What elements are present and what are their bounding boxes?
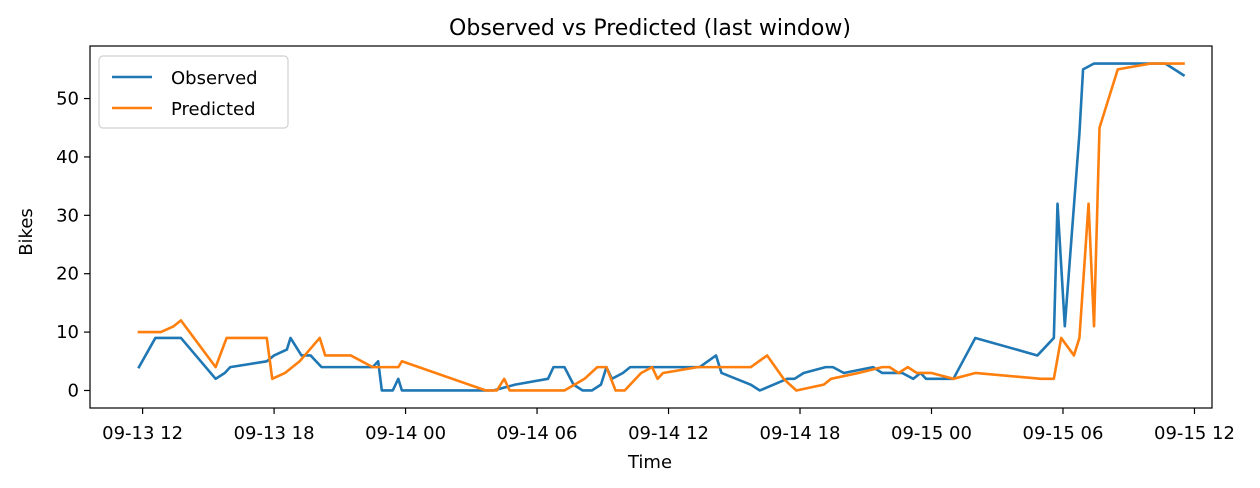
x-tick-label: 09-15 12 — [1154, 423, 1235, 444]
x-tick-label: 09-13 18 — [234, 423, 315, 444]
legend: Observed Predicted — [98, 55, 289, 129]
y-axis: 0 10 20 30 40 50 — [56, 89, 90, 401]
x-tick-label: 09-14 06 — [497, 423, 578, 444]
x-tick-label: 09-15 00 — [891, 423, 972, 444]
plot-frame — [89, 45, 1213, 409]
legend-observed-label: Observed — [171, 68, 258, 89]
y-tick-label: 40 — [56, 147, 79, 168]
series-line-predicted — [137, 62, 1185, 392]
x-tick-label: 09-14 18 — [760, 423, 841, 444]
y-tick-label: 50 — [56, 89, 79, 110]
y-tick-label: 20 — [56, 264, 79, 285]
x-axis-label: Time — [627, 452, 672, 473]
x-tick-label: 09-15 06 — [1023, 423, 1104, 444]
legend-predicted-label: Predicted — [171, 99, 256, 120]
chart-title: Observed vs Predicted (last window) — [449, 16, 851, 41]
y-tick-label: 10 — [56, 322, 79, 343]
x-tick-label: 09-14 00 — [365, 423, 446, 444]
x-tick-label: 09-13 12 — [102, 423, 183, 444]
series-line-observed — [137, 62, 1186, 392]
legend-box — [98, 55, 289, 129]
y-axis-label: Bikes — [16, 208, 37, 256]
x-tick-label: 09-14 12 — [628, 423, 709, 444]
y-tick-label: 0 — [68, 380, 79, 401]
plot-area: 09-13 12 09-13 18 09-14 00 09-14 06 09-14 12… — [56, 45, 1235, 444]
series-layer — [137, 62, 1186, 392]
x-axis: 09-13 12 09-13 18 09-14 00 09-14 06 09-14 12… — [102, 408, 1235, 444]
y-tick-label: 30 — [56, 205, 79, 226]
